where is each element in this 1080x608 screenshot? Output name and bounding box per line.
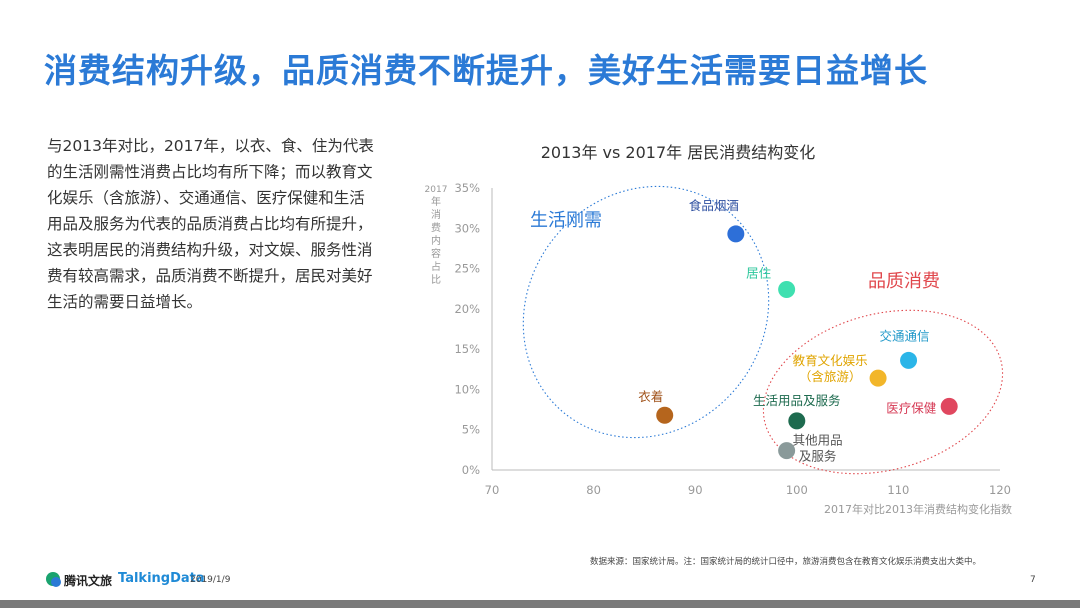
data-label: 及服务 [799,449,837,464]
data-point [900,351,918,369]
scatter-chart: 2013年 vs 2017年 居民消费结构变化 0% 5% 10% 15% 20% 25% 3… [425,143,1012,516]
data-source-note: 数据来源：国家统计局。注：国家统计局的统计口径中，旅游消费包含在教育文化娱乐消费… [590,557,982,567]
y-tick-label: 20% [454,302,480,316]
data-label: （含旅游） [799,369,862,384]
y-axis-label: 内 [431,234,441,247]
data-point [778,442,796,460]
data-point [869,369,887,387]
data-label: 生活用品及服务 [753,393,841,408]
tencent-logo-icon-inner [51,577,61,587]
y-axis-label: 容 [431,247,441,260]
data-point [788,412,806,430]
y-axis-label: 比 [431,274,441,286]
x-axis-label: 2017年对比2013年消费结构变化指数 [824,502,1012,516]
y-tick-label: 25% [454,262,480,276]
talkingdata-logo-text: TalkingData [118,571,205,586]
tencent-logo-text: 腾讯文旅 [64,574,113,588]
data-label: 教育文化娱乐 [793,353,868,368]
chart-title: 2013年 vs 2017年 居民消费结构变化 [541,143,816,162]
group-ellipse-quality [762,309,1004,475]
data-label: 居住 [746,266,772,281]
y-tick-label: 35% [454,181,480,195]
data-point [778,281,796,299]
x-tick-label: 80 [586,483,601,497]
bottom-bar [0,600,1080,608]
y-tick-label: 5% [462,423,480,437]
page-number: 7 [1030,575,1036,585]
y-axis-label: 消 [431,208,441,221]
footer-date: 2019/1/9 [190,575,231,585]
group-label-quality: 品质消费 [868,271,940,292]
x-tick-label: 100 [786,483,808,497]
y-axis-label: 占 [431,260,441,273]
y-tick-label: 15% [454,342,480,356]
data-point [940,397,958,415]
y-axis-label: 年 [431,195,441,208]
data-point [656,406,674,424]
y-axis-label: 2017 [425,185,448,195]
page-title: 消费结构升级，品质消费不断提升，美好生活需要日益增长 [44,51,928,90]
data-label: 医疗保健 [886,400,937,415]
y-tick-label: 30% [454,221,480,235]
x-tick-label: 120 [989,483,1011,497]
data-point [727,225,745,243]
data-label: 其他用品 [793,433,843,448]
x-tick-label: 70 [485,483,500,497]
y-tick-label: 0% [462,463,480,477]
y-axis-label: 费 [431,221,441,234]
data-label: 交通通信 [880,328,930,343]
y-tick-label: 10% [454,382,480,396]
group-ellipse-rigid [522,185,770,439]
x-tick-label: 90 [688,483,703,497]
data-label: 衣着 [638,389,663,404]
data-label: 食品烟酒 [689,198,739,213]
group-label-rigid: 生活刚需 [530,210,602,231]
summary-paragraph: 与2013年对比，2017年，以衣、食、住为代表的生活刚需性消费占比均有所下降；… [47,137,374,311]
x-tick-label: 110 [887,483,909,497]
